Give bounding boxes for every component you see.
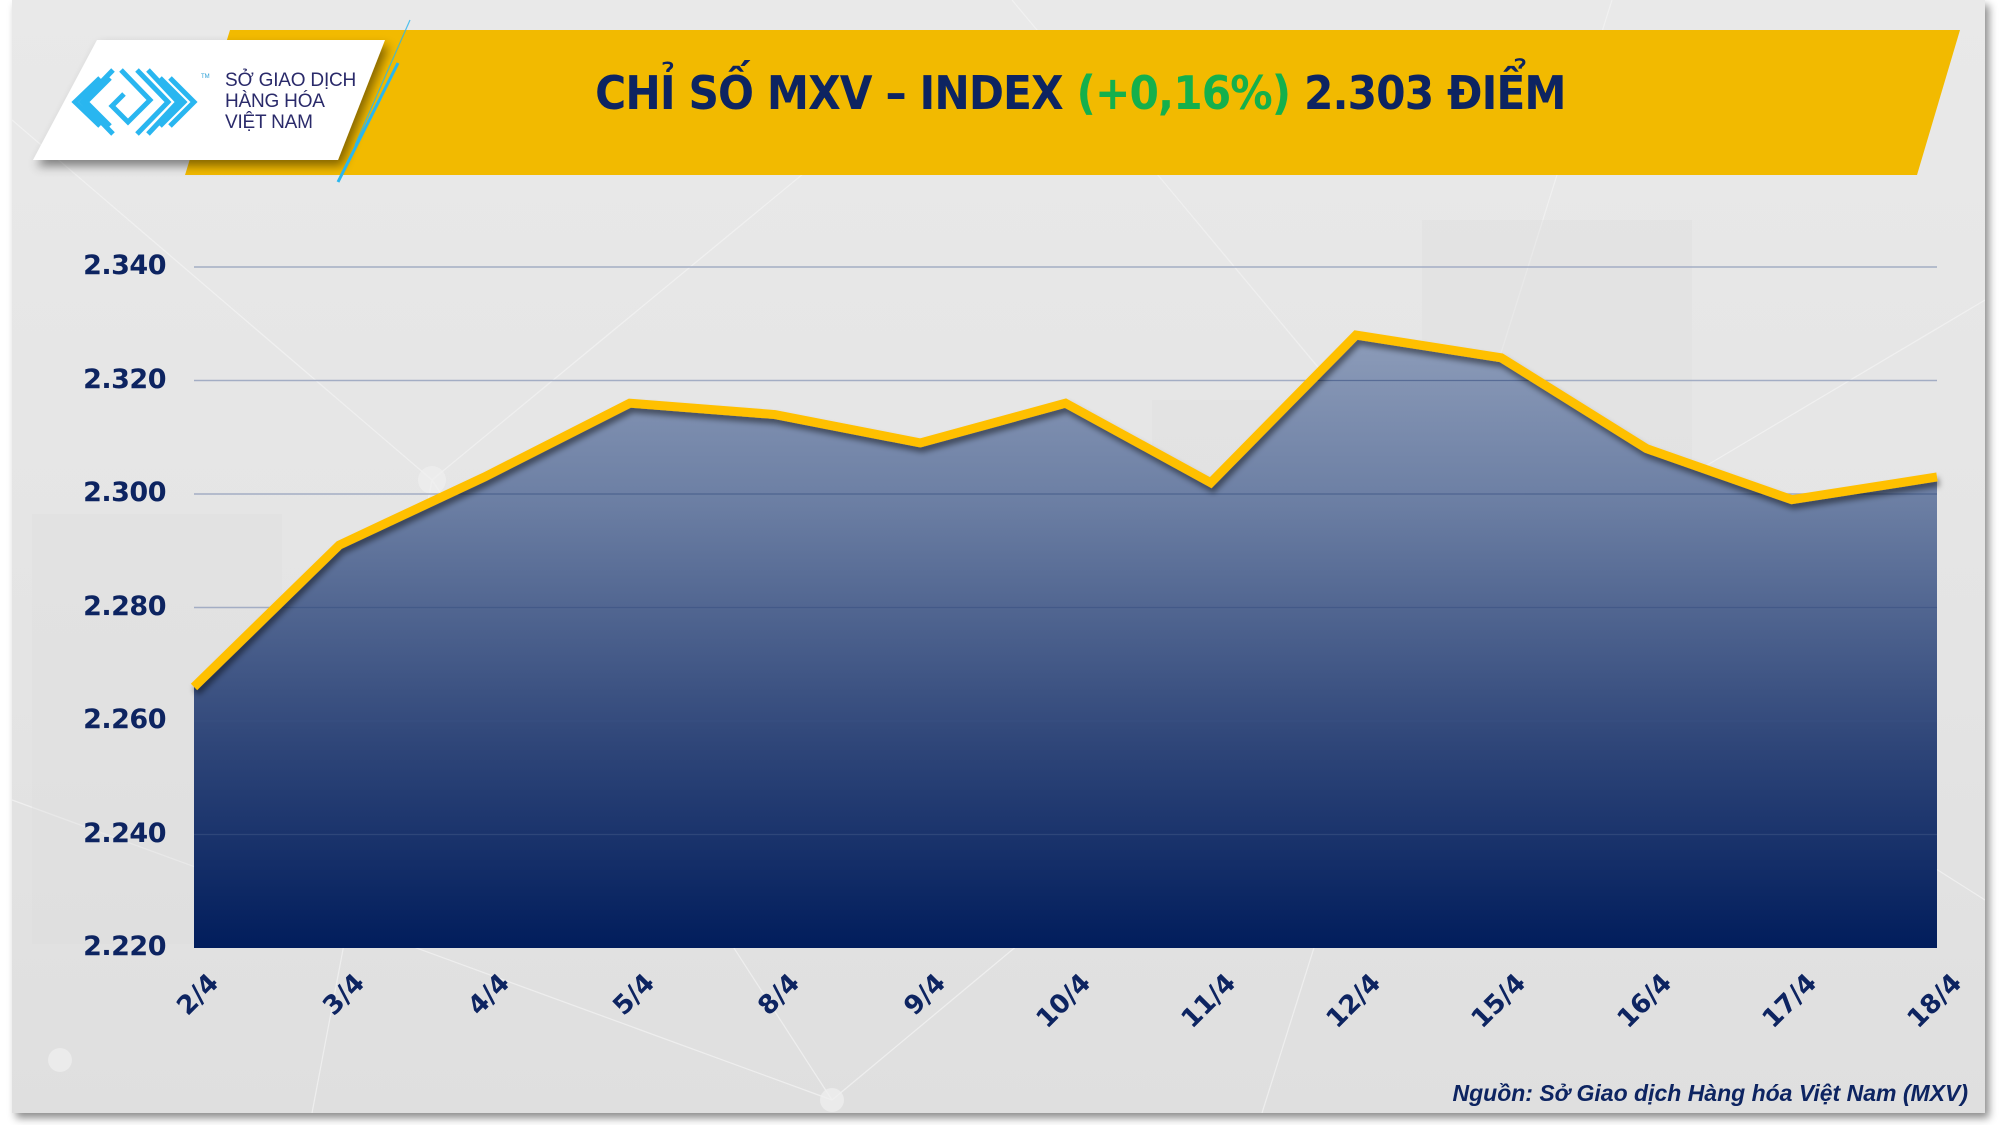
- logo-line-1: SỞ GIAO DỊCH: [225, 70, 357, 91]
- header-banner: [33, 19, 1960, 183]
- index-line: [190, 330, 1938, 691]
- y-tick-label: 2.300: [83, 477, 166, 508]
- yellow-banner: [185, 30, 1960, 175]
- area-fill: [194, 335, 1937, 949]
- title-prefix: CHỈ SỐ MXV – INDEX: [595, 66, 1077, 120]
- y-tick-label: 2.220: [83, 931, 166, 962]
- logo-line-3: VIỆT NAM: [225, 112, 313, 133]
- title-change-percent: (+0,16%): [1076, 66, 1292, 120]
- y-tick-label: 2.340: [83, 250, 166, 281]
- mxv-logo-icon: [71, 68, 198, 136]
- trademark-mark: TM: [201, 74, 210, 80]
- y-tick-label: 2.240: [83, 817, 166, 849]
- y-tick-label: 2.260: [83, 704, 166, 735]
- logo-text: SỞ GIAO DỊCH HÀNG HÓA VIỆT NAM: [225, 70, 356, 133]
- y-tick-label: 2.280: [83, 590, 166, 622]
- title-suffix: 2.303 ĐIỂM: [1290, 66, 1567, 120]
- y-tick-label: 2.320: [83, 363, 166, 395]
- source-note: Nguồn: Sở Giao dịch Hàng hóa Việt Nam (M…: [1452, 1080, 1968, 1106]
- logo-line-2: HÀNG HÓA: [225, 91, 325, 112]
- page-title: CHỈ SỐ MXV – INDEX (+0,16%) 2.303 ĐIỂM: [87, 66, 1927, 120]
